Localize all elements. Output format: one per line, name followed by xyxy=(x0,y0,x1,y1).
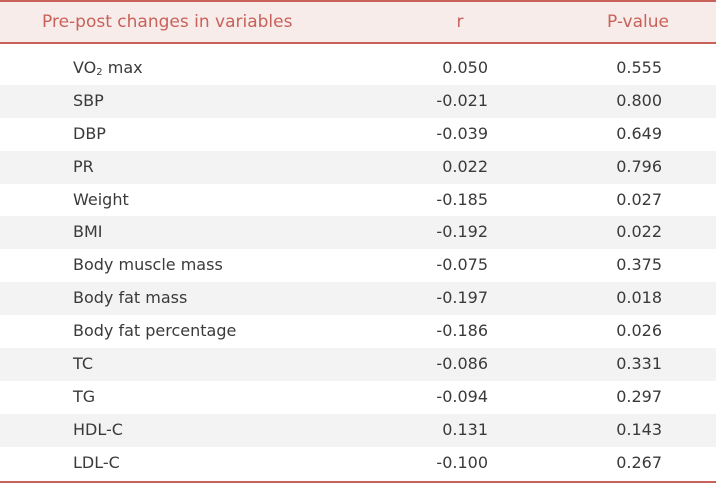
cell-r: -0.021 xyxy=(436,90,488,110)
cell-variable: HDL-C xyxy=(73,419,123,439)
cell-p-value: 0.800 xyxy=(616,90,662,110)
header-p-value: P-value xyxy=(607,12,669,32)
header-r: r xyxy=(456,12,464,32)
cell-p-value: 0.331 xyxy=(616,354,662,374)
header-variable: Pre-post changes in variables xyxy=(42,12,293,32)
cell-variable: TG xyxy=(73,386,96,406)
table-row: DBP -0.039 0.649 xyxy=(0,118,716,151)
table-row: TC -0.086 0.331 xyxy=(0,348,716,381)
cell-r: -0.185 xyxy=(436,189,488,209)
cell-p-value: 0.267 xyxy=(616,452,662,472)
cell-variable: Weight xyxy=(73,189,129,209)
cell-r: -0.094 xyxy=(436,386,488,406)
table-row: VO2 max 0.050 0.555 xyxy=(0,52,716,85)
cell-variable: SBP xyxy=(73,90,104,110)
cell-p-value: 0.026 xyxy=(616,321,662,341)
cell-variable: Body fat mass xyxy=(73,288,188,308)
cell-p-value: 0.375 xyxy=(616,255,662,275)
table-row: HDL-C 0.131 0.143 xyxy=(0,413,716,447)
table-header: Pre-post changes in variables r P-value xyxy=(0,2,716,44)
cell-variable: PR xyxy=(73,156,94,176)
cell-variable: Body muscle mass xyxy=(73,255,223,275)
cell-variable: LDL-C xyxy=(73,452,120,472)
cell-variable: BMI xyxy=(73,222,103,242)
cell-r: 0.131 xyxy=(442,419,488,439)
table-row: Body fat mass -0.197 0.018 xyxy=(0,282,716,316)
cell-r: -0.197 xyxy=(436,288,488,308)
table-top-rule xyxy=(0,0,716,2)
table-row: BMI -0.192 0.022 xyxy=(0,216,716,250)
cell-variable: Body fat percentage xyxy=(73,321,237,341)
cell-r: 0.022 xyxy=(442,156,488,176)
cell-variable: TC xyxy=(73,354,94,374)
table-bottom-rule xyxy=(0,481,716,483)
table-row: SBP -0.021 0.800 xyxy=(0,84,716,118)
cell-r: -0.039 xyxy=(436,123,488,143)
cell-r: -0.100 xyxy=(436,452,488,472)
table-row: Weight -0.185 0.027 xyxy=(0,184,716,217)
cell-variable: VO2 max xyxy=(73,58,143,78)
table-row: LDL-C -0.100 0.267 xyxy=(0,447,716,480)
cell-r: -0.086 xyxy=(436,354,488,374)
cell-r: -0.192 xyxy=(436,222,488,242)
table-row: Body fat percentage -0.186 0.026 xyxy=(0,315,716,348)
cell-variable: DBP xyxy=(73,123,106,143)
cell-r: -0.186 xyxy=(436,321,488,341)
cell-p-value: 0.018 xyxy=(616,288,662,308)
cell-p-value: 0.027 xyxy=(616,189,662,209)
cell-p-value: 0.022 xyxy=(616,222,662,242)
cell-p-value: 0.555 xyxy=(616,58,662,77)
table-body: VO2 max 0.050 0.555 SBP -0.021 0.800 DBP… xyxy=(0,52,716,480)
table-row: TG -0.094 0.297 xyxy=(0,381,716,414)
cell-r: 0.050 xyxy=(442,58,488,77)
cell-r: -0.075 xyxy=(436,255,488,275)
cell-p-value: 0.297 xyxy=(616,386,662,406)
table-row: Body muscle mass -0.075 0.375 xyxy=(0,249,716,282)
table-row: PR 0.022 0.796 xyxy=(0,150,716,184)
cell-p-value: 0.796 xyxy=(616,156,662,176)
cell-p-value: 0.143 xyxy=(616,419,662,439)
cell-p-value: 0.649 xyxy=(616,123,662,143)
